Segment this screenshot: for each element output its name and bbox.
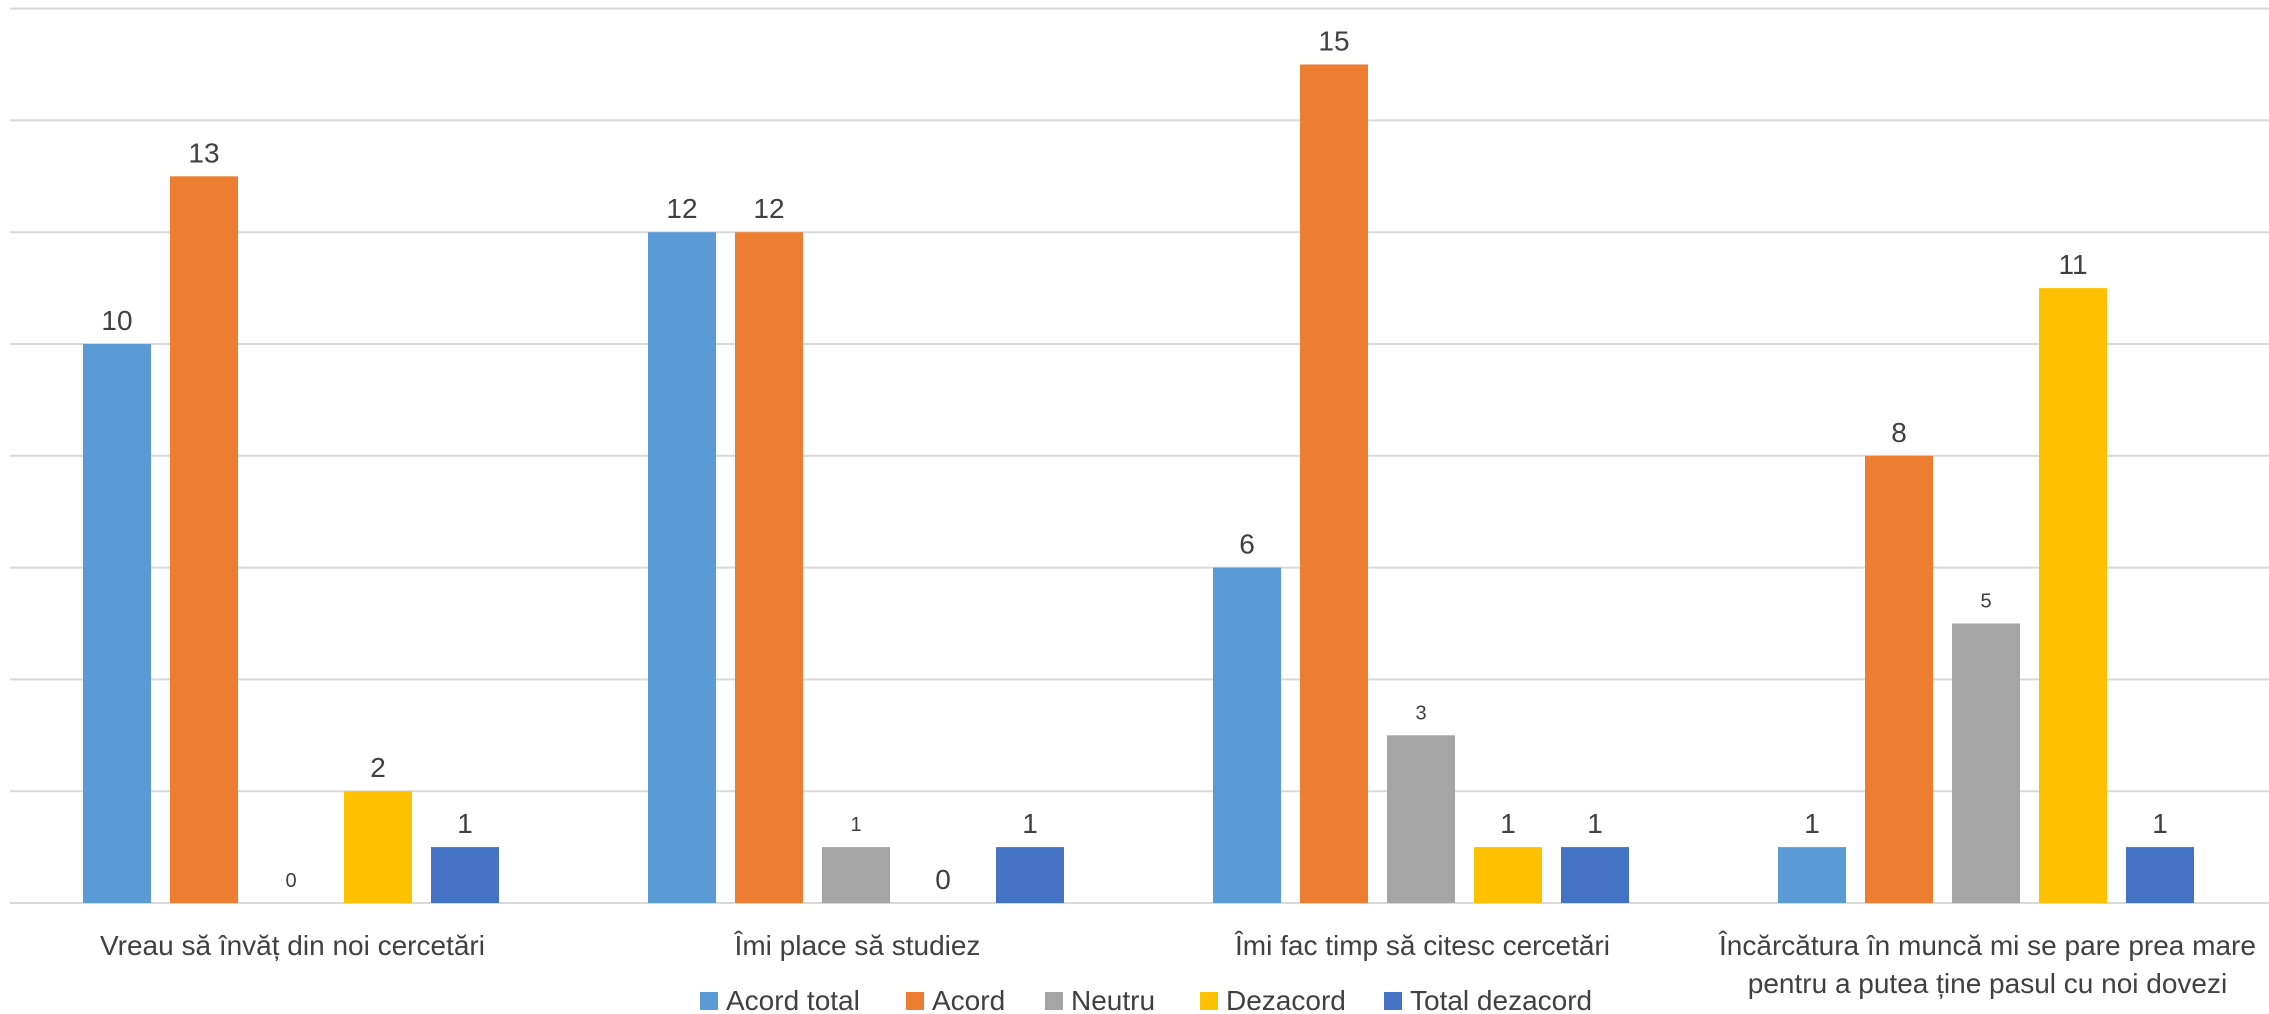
data-label: 0 <box>935 864 951 895</box>
data-label: 10 <box>101 305 132 336</box>
bar-acord-total <box>1213 567 1281 903</box>
data-label: 1 <box>1587 808 1603 839</box>
bar-total-dezacord <box>2126 847 2194 903</box>
legend-swatch <box>700 992 718 1010</box>
data-label: 2 <box>370 752 386 783</box>
data-label: 12 <box>753 193 784 224</box>
bar-acord <box>735 232 803 903</box>
data-label: 1 <box>457 808 473 839</box>
legend-label: Total dezacord <box>1410 985 1592 1014</box>
bar-acord <box>1300 64 1368 903</box>
legend-label: Acord total <box>726 985 860 1014</box>
data-label: 5 <box>1980 591 1991 613</box>
bar-acord <box>170 176 238 904</box>
bar-dezacord <box>2039 288 2107 904</box>
data-label: 0 <box>285 870 296 892</box>
category-labels: Vreau să învăț din noi cercetări Îmi plac… <box>100 930 2256 999</box>
category-label: pentru a putea ține pasul cu noi dovezi <box>1748 968 2227 999</box>
data-label: 6 <box>1239 529 1255 560</box>
bar-total-dezacord <box>1561 847 1629 903</box>
bar-acord-total <box>648 232 716 903</box>
data-label: 13 <box>188 137 219 168</box>
bar-total-dezacord <box>996 847 1064 903</box>
category-label: Îmi fac timp să citesc cercetări <box>1234 930 1610 961</box>
data-label: 1 <box>1022 808 1038 839</box>
bar-neutru <box>1952 623 2020 903</box>
category-label: Vreau să învăț din noi cercetări <box>100 930 485 961</box>
legend-label: Neutru <box>1071 985 1155 1014</box>
bar-dezacord <box>1474 847 1542 903</box>
bar-total-dezacord <box>431 847 499 903</box>
legend-swatch <box>1384 992 1402 1010</box>
bar-neutru <box>822 847 890 903</box>
legend-swatch <box>1200 992 1218 1010</box>
data-label: 15 <box>1318 26 1349 57</box>
bar-acord <box>1865 455 1933 903</box>
bar-acord-total <box>1778 847 1846 903</box>
bar-neutru <box>1387 735 1455 903</box>
data-label: 1 <box>1500 808 1516 839</box>
data-label: 1 <box>1804 808 1820 839</box>
bar-dezacord <box>344 791 412 903</box>
legend: Acord total Acord Neutru Dezacord Total deza… <box>700 985 1592 1014</box>
data-label: 1 <box>2152 808 2168 839</box>
legend-swatch <box>1045 992 1063 1010</box>
data-label: 12 <box>666 193 697 224</box>
category-label: Îmi place să studiez <box>734 930 981 961</box>
data-label: 11 <box>2058 249 2087 280</box>
legend-label: Acord <box>932 985 1005 1014</box>
bar-acord-total <box>83 344 151 903</box>
data-label: 8 <box>1891 417 1907 448</box>
category-label: Încărcătura în muncă mi se pare prea mar… <box>1718 930 2256 961</box>
legend-label: Dezacord <box>1226 985 1346 1014</box>
data-label: 1 <box>850 814 861 836</box>
data-label: 3 <box>1415 702 1426 724</box>
legend-swatch <box>906 992 924 1010</box>
bars <box>83 64 2194 904</box>
